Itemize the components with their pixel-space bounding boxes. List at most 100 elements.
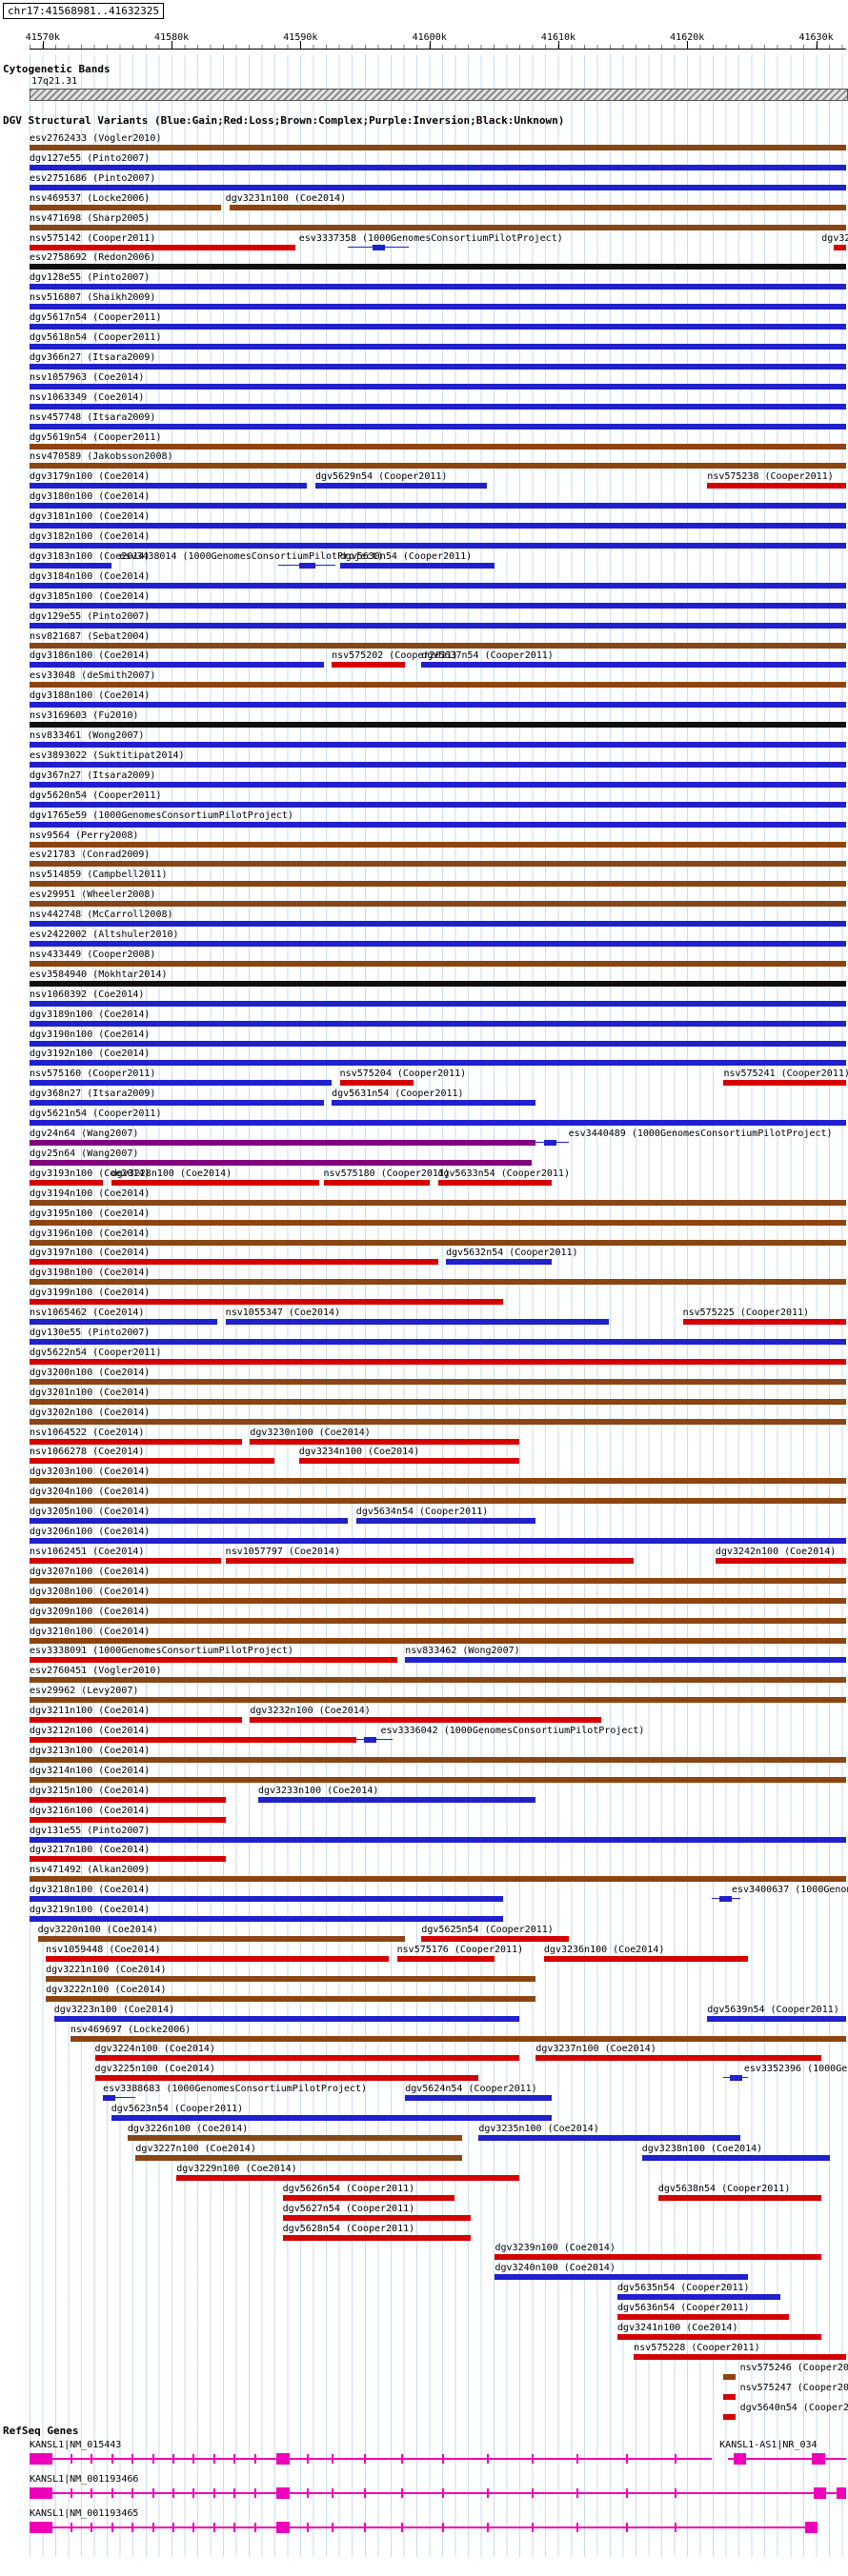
gene-label[interactable]: KANSL1|NM_001193465 xyxy=(30,2508,139,2519)
gene-exon-tick[interactable] xyxy=(131,2454,134,2464)
variant-bar[interactable] xyxy=(30,1896,504,1903)
variant-label[interactable]: dgv3202n100 (Coe2014) xyxy=(30,1407,151,1418)
variant-bar[interactable] xyxy=(30,1458,275,1465)
variant-bar[interactable] xyxy=(127,2135,463,2141)
variant-label[interactable]: dgv127e55 (Pinto2007) xyxy=(30,152,151,164)
variant-label[interactable]: dgv5634n54 (Cooper2011) xyxy=(355,1507,489,1518)
gene-exon-tick[interactable] xyxy=(625,2454,628,2464)
gene-exon-tick[interactable] xyxy=(364,2488,367,2498)
gene-exon-tick[interactable] xyxy=(212,2523,215,2532)
gene-exon-tick[interactable] xyxy=(131,2488,134,2498)
variant-label[interactable]: dgv3200n100 (Coe2014) xyxy=(30,1367,151,1378)
variant-bar[interactable] xyxy=(641,2154,830,2161)
variant-bar[interactable] xyxy=(30,1418,846,1425)
variant-bar[interactable] xyxy=(30,801,846,808)
variant-label[interactable]: dgv3180n100 (Coe2014) xyxy=(30,491,151,503)
variant-bar[interactable] xyxy=(30,383,846,389)
variant-bar[interactable] xyxy=(30,1219,846,1226)
variant-bar[interactable] xyxy=(707,2015,846,2022)
gene-exon-tick[interactable] xyxy=(172,2488,174,2498)
variant-bar[interactable] xyxy=(30,1040,846,1047)
variant-bar[interactable] xyxy=(30,722,846,729)
variant-label[interactable]: nsv433449 (Cooper2008) xyxy=(30,949,156,960)
gene-exon-tick[interactable] xyxy=(307,2488,310,2498)
variant-label[interactable]: nsv1057963 (Coe2014) xyxy=(30,371,145,383)
variant-bar[interactable] xyxy=(30,264,846,270)
variant-bar[interactable] xyxy=(30,1299,504,1306)
gene-intron-line[interactable] xyxy=(30,2458,712,2460)
variant-bar[interactable] xyxy=(46,1995,536,2002)
variant-label[interactable]: dgv3240n100 (Coe2014) xyxy=(495,2263,616,2274)
variant-label[interactable]: nsv3169603 (Fu2010) xyxy=(30,710,139,722)
variant-label[interactable]: dgv3219n100 (Coe2014) xyxy=(30,1905,151,1916)
variant-label[interactable]: nsv575142 (Cooper2011) xyxy=(30,232,156,244)
gene-exon-tick[interactable] xyxy=(111,2523,113,2532)
variant-label[interactable]: esv2760451 (Vogler2010) xyxy=(30,1666,162,1677)
gene-exon-tick[interactable] xyxy=(151,2523,154,2532)
gene-exon-tick[interactable] xyxy=(91,2488,93,2498)
gene-exon-tick[interactable] xyxy=(307,2454,310,2464)
variant-label[interactable]: dgv5618n54 (Cooper2011) xyxy=(30,332,162,343)
variant-bar[interactable] xyxy=(30,1080,333,1087)
variant-label[interactable]: dgv5638n54 (Cooper2011) xyxy=(657,2183,791,2194)
variant-bar[interactable] xyxy=(30,1140,536,1146)
variant-label[interactable]: esv2751686 (Pinto2007) xyxy=(30,172,156,184)
variant-label[interactable]: dgv3223n100 (Coe2014) xyxy=(53,2004,175,2015)
variant-label[interactable]: esv2758692 (Redon2006) xyxy=(30,252,156,264)
variant-bar[interactable] xyxy=(30,204,222,210)
variant-bar[interactable] xyxy=(282,2194,454,2201)
variant-label[interactable]: dgv129e55 (Pinto2007) xyxy=(30,610,151,622)
variant-label[interactable]: dgv5622n54 (Cooper2011) xyxy=(30,1347,162,1358)
variant-bar[interactable] xyxy=(298,1458,520,1465)
gene-label[interactable]: KANSL1-AS1|NR_034 xyxy=(719,2440,818,2450)
variant-bar[interactable] xyxy=(682,1319,846,1326)
gene-exon-tick[interactable] xyxy=(253,2488,256,2498)
variant-label[interactable]: esv2762433 (Vogler2010) xyxy=(30,133,162,144)
variant-bar[interactable] xyxy=(30,503,846,509)
variant-label[interactable]: dgv3222n100 (Coe2014) xyxy=(46,1984,167,1995)
gene-exon-tick[interactable] xyxy=(486,2488,489,2498)
variant-bar[interactable] xyxy=(30,1339,846,1345)
gene-exon-tick[interactable] xyxy=(675,2454,677,2464)
variant-bar[interactable] xyxy=(446,1259,553,1266)
variant-bar[interactable] xyxy=(30,1100,324,1107)
gene-exon-tick[interactable] xyxy=(625,2523,628,2532)
variant-label[interactable]: dgv5632n54 (Cooper2011) xyxy=(446,1248,578,1259)
variant-label[interactable]: nsv1064522 (Coe2014) xyxy=(30,1427,145,1438)
variant-label[interactable]: dgv5631n54 (Cooper2011) xyxy=(332,1088,464,1100)
gene-exon-box[interactable] xyxy=(836,2487,846,2499)
variant-bar[interactable] xyxy=(30,423,846,429)
variant-bar[interactable] xyxy=(225,1557,635,1564)
gene-exon-tick[interactable] xyxy=(441,2488,444,2498)
variant-bar[interactable] xyxy=(495,2274,749,2281)
variant-label[interactable]: nsv469537 (Locke2006) xyxy=(30,192,151,204)
variant-label[interactable]: dgv3193n100 (Coe2014) xyxy=(30,1168,151,1179)
variant-bar[interactable] xyxy=(30,1199,846,1206)
gene-exon-tick[interactable] xyxy=(332,2523,334,2532)
variant-bar[interactable] xyxy=(46,1955,390,1962)
variant-label[interactable]: dgv32 xyxy=(821,232,848,244)
variant-label[interactable]: dgv3235n100 (Coe2014) xyxy=(478,2124,599,2134)
variant-label[interactable]: esv3584940 (Mokhtar2014) xyxy=(30,968,168,980)
variant-bar[interactable] xyxy=(364,1737,377,1743)
gene-intron-line[interactable] xyxy=(727,2458,846,2460)
variant-bar[interactable] xyxy=(30,1358,846,1365)
gene-exon-tick[interactable] xyxy=(212,2454,215,2464)
variant-label[interactable]: dgv128e55 (Pinto2007) xyxy=(30,272,151,284)
variant-label[interactable]: dgv3183n100 (Coe2014) xyxy=(30,550,151,562)
variant-bar[interactable] xyxy=(30,1916,504,1923)
variant-bar[interactable] xyxy=(30,363,846,369)
variant-bar[interactable] xyxy=(30,562,111,569)
variant-label[interactable]: nsv1065462 (Coe2014) xyxy=(30,1308,145,1319)
variant-label[interactable]: nsv575228 (Cooper2011) xyxy=(634,2342,760,2353)
variant-label[interactable]: dgv3220n100 (Coe2014) xyxy=(37,1925,158,1935)
variant-label[interactable]: dgv3197n100 (Coe2014) xyxy=(30,1248,151,1259)
variant-label[interactable]: dgv3179n100 (Coe2014) xyxy=(30,471,151,483)
variant-bar[interactable] xyxy=(30,602,846,609)
variant-label[interactable]: dgv3206n100 (Coe2014) xyxy=(30,1527,151,1537)
variant-label[interactable]: dgv3227n100 (Coe2014) xyxy=(135,2143,256,2154)
variant-bar[interactable] xyxy=(282,2214,471,2221)
variant-label[interactable]: dgv5620n54 (Cooper2011) xyxy=(30,789,162,801)
variant-bar[interactable] xyxy=(30,622,846,629)
gene-exon-tick[interactable] xyxy=(253,2454,256,2464)
